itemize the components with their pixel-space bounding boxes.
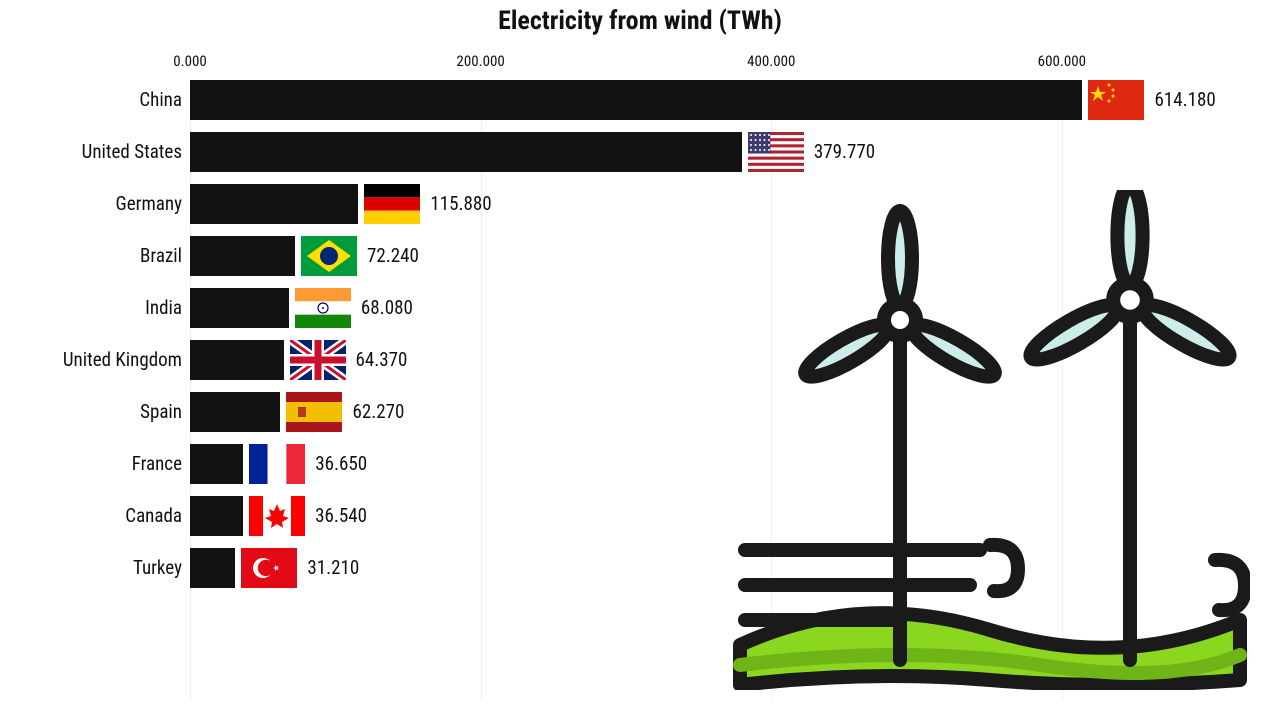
- bar: [190, 444, 243, 484]
- country-label: France: [132, 444, 182, 484]
- chart-row: United States379.770: [190, 132, 1250, 178]
- x-tick-label: 200.000: [456, 52, 504, 70]
- us-flag-icon: [748, 132, 804, 172]
- ca-flag-icon: [249, 496, 305, 536]
- wind-turbine-icon: [730, 190, 1250, 690]
- gb-flag-icon: [290, 340, 346, 380]
- country-label: Canada: [125, 496, 182, 536]
- es-flag-icon: [286, 392, 342, 432]
- value-label: 36.650: [315, 444, 367, 484]
- value-label: 68.080: [361, 288, 413, 328]
- country-label: United Kingdom: [63, 340, 182, 380]
- x-tick-label: 600.000: [1038, 52, 1086, 70]
- country-label: Brazil: [140, 236, 182, 276]
- bar: [190, 340, 284, 380]
- x-tick-label: 400.000: [747, 52, 795, 70]
- bar: [190, 496, 243, 536]
- chart-axis: 0.000200.000400.000600.000: [190, 52, 1120, 76]
- country-label: India: [145, 288, 182, 328]
- cn-flag-icon: [1088, 80, 1144, 120]
- x-axis-ticks: 0.000200.000400.000600.000: [190, 52, 1120, 76]
- bar: [190, 392, 280, 432]
- country-label: Spain: [140, 392, 182, 432]
- chart-row: China614.180: [190, 80, 1250, 126]
- in-flag-icon: [295, 288, 351, 328]
- value-label: 64.370: [356, 340, 408, 380]
- bar: [190, 80, 1082, 120]
- bar: [190, 548, 235, 588]
- value-label: 62.270: [352, 392, 404, 432]
- bar: [190, 236, 295, 276]
- country-label: Turkey: [133, 548, 182, 588]
- value-label: 379.770: [814, 132, 875, 172]
- value-label: 115.880: [430, 184, 491, 224]
- country-label: United States: [82, 132, 182, 172]
- de-flag-icon: [364, 184, 420, 224]
- tr-flag-icon: [241, 548, 297, 588]
- bar: [190, 132, 742, 172]
- bar: [190, 288, 289, 328]
- chart-title: Electricity from wind (TWh): [0, 6, 1280, 36]
- x-tick-label: 0.000: [173, 52, 207, 70]
- country-label: China: [139, 80, 182, 120]
- value-label: 31.210: [307, 548, 359, 588]
- br-flag-icon: [301, 236, 357, 276]
- value-label: 72.240: [367, 236, 419, 276]
- fr-flag-icon: [249, 444, 305, 484]
- country-label: Germany: [116, 184, 182, 224]
- value-label: 614.180: [1154, 80, 1215, 120]
- value-label: 36.540: [315, 496, 367, 536]
- bar: [190, 184, 358, 224]
